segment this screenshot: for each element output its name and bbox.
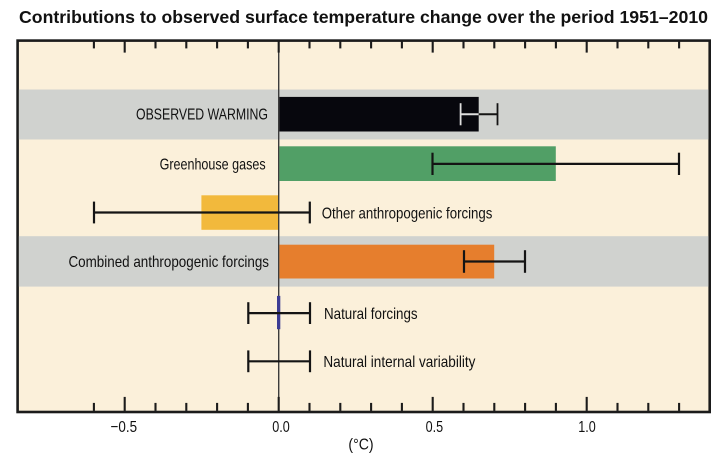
svg-text:Natural forcings: Natural forcings [324, 306, 418, 323]
svg-text:0.5: 0.5 [426, 419, 444, 436]
svg-text:OBSERVED WARMING: OBSERVED WARMING [136, 107, 268, 124]
svg-text:Contributions to observed surf: Contributions to observed surface temper… [19, 7, 708, 27]
svg-text:1.0: 1.0 [578, 419, 596, 436]
svg-text:(°C): (°C) [348, 436, 373, 453]
svg-text:Greenhouse gases: Greenhouse gases [160, 157, 266, 174]
svg-text:Combined anthropogenic forcing: Combined anthropogenic forcings [69, 254, 270, 271]
svg-text:Other anthropogenic forcings: Other anthropogenic forcings [322, 206, 493, 223]
svg-text:0.0: 0.0 [272, 419, 290, 436]
svg-text:−0.5: −0.5 [111, 419, 138, 436]
svg-text:Natural internal variability: Natural internal variability [323, 354, 475, 371]
